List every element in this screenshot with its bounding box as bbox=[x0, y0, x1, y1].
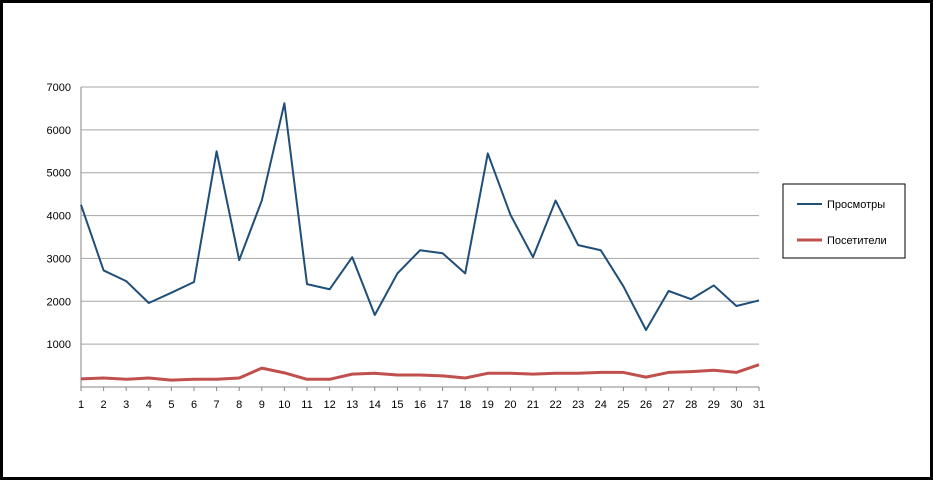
legend-label: Посетители bbox=[827, 235, 887, 247]
y-tick-label: 5000 bbox=[47, 168, 71, 180]
x-tick-label: 12 bbox=[323, 399, 335, 411]
x-tick-label: 21 bbox=[527, 399, 539, 411]
x-tick-label: 22 bbox=[549, 399, 561, 411]
x-tick-label: 1 bbox=[78, 399, 84, 411]
x-tick-label: 29 bbox=[708, 399, 720, 411]
x-tick-label: 16 bbox=[414, 399, 426, 411]
x-tick-label: 23 bbox=[572, 399, 584, 411]
x-tick-label: 30 bbox=[730, 399, 742, 411]
y-tick-label: 6000 bbox=[47, 125, 71, 137]
x-tick-label: 2 bbox=[101, 399, 107, 411]
y-tick-label: 7000 bbox=[47, 82, 71, 94]
x-tick-label: 10 bbox=[278, 399, 290, 411]
x-tick-label: 31 bbox=[753, 399, 765, 411]
x-tick-label: 4 bbox=[146, 399, 152, 411]
x-tick-label: 6 bbox=[191, 399, 197, 411]
legend-label: Просмотры bbox=[827, 199, 885, 211]
y-tick-label: 3000 bbox=[47, 253, 71, 265]
x-tick-label: 28 bbox=[685, 399, 697, 411]
x-tick-label: 13 bbox=[346, 399, 358, 411]
x-tick-label: 18 bbox=[459, 399, 471, 411]
x-tick-label: 14 bbox=[369, 399, 381, 411]
y-tick-label: 1000 bbox=[47, 339, 71, 351]
x-tick-label: 19 bbox=[482, 399, 494, 411]
series-line bbox=[80, 102, 760, 331]
x-tick-label: 26 bbox=[640, 399, 652, 411]
y-tick-label: 4000 bbox=[47, 211, 71, 223]
x-tick-label: 24 bbox=[595, 399, 607, 411]
x-tick-label: 5 bbox=[168, 399, 174, 411]
x-tick-label: 7 bbox=[214, 399, 220, 411]
x-tick-label: 27 bbox=[662, 399, 674, 411]
x-tick-label: 8 bbox=[236, 399, 242, 411]
x-tick-label: 15 bbox=[391, 399, 403, 411]
series-line bbox=[80, 363, 760, 382]
x-tick-label: 9 bbox=[259, 399, 265, 411]
x-tick-label: 11 bbox=[301, 399, 312, 411]
y-tick-label: 2000 bbox=[47, 296, 71, 308]
x-tick-label: 20 bbox=[504, 399, 516, 411]
x-tick-label: 17 bbox=[436, 399, 448, 411]
legend-box bbox=[782, 183, 906, 259]
x-tick-label: 25 bbox=[617, 399, 629, 411]
x-tick-label: 3 bbox=[123, 399, 129, 411]
